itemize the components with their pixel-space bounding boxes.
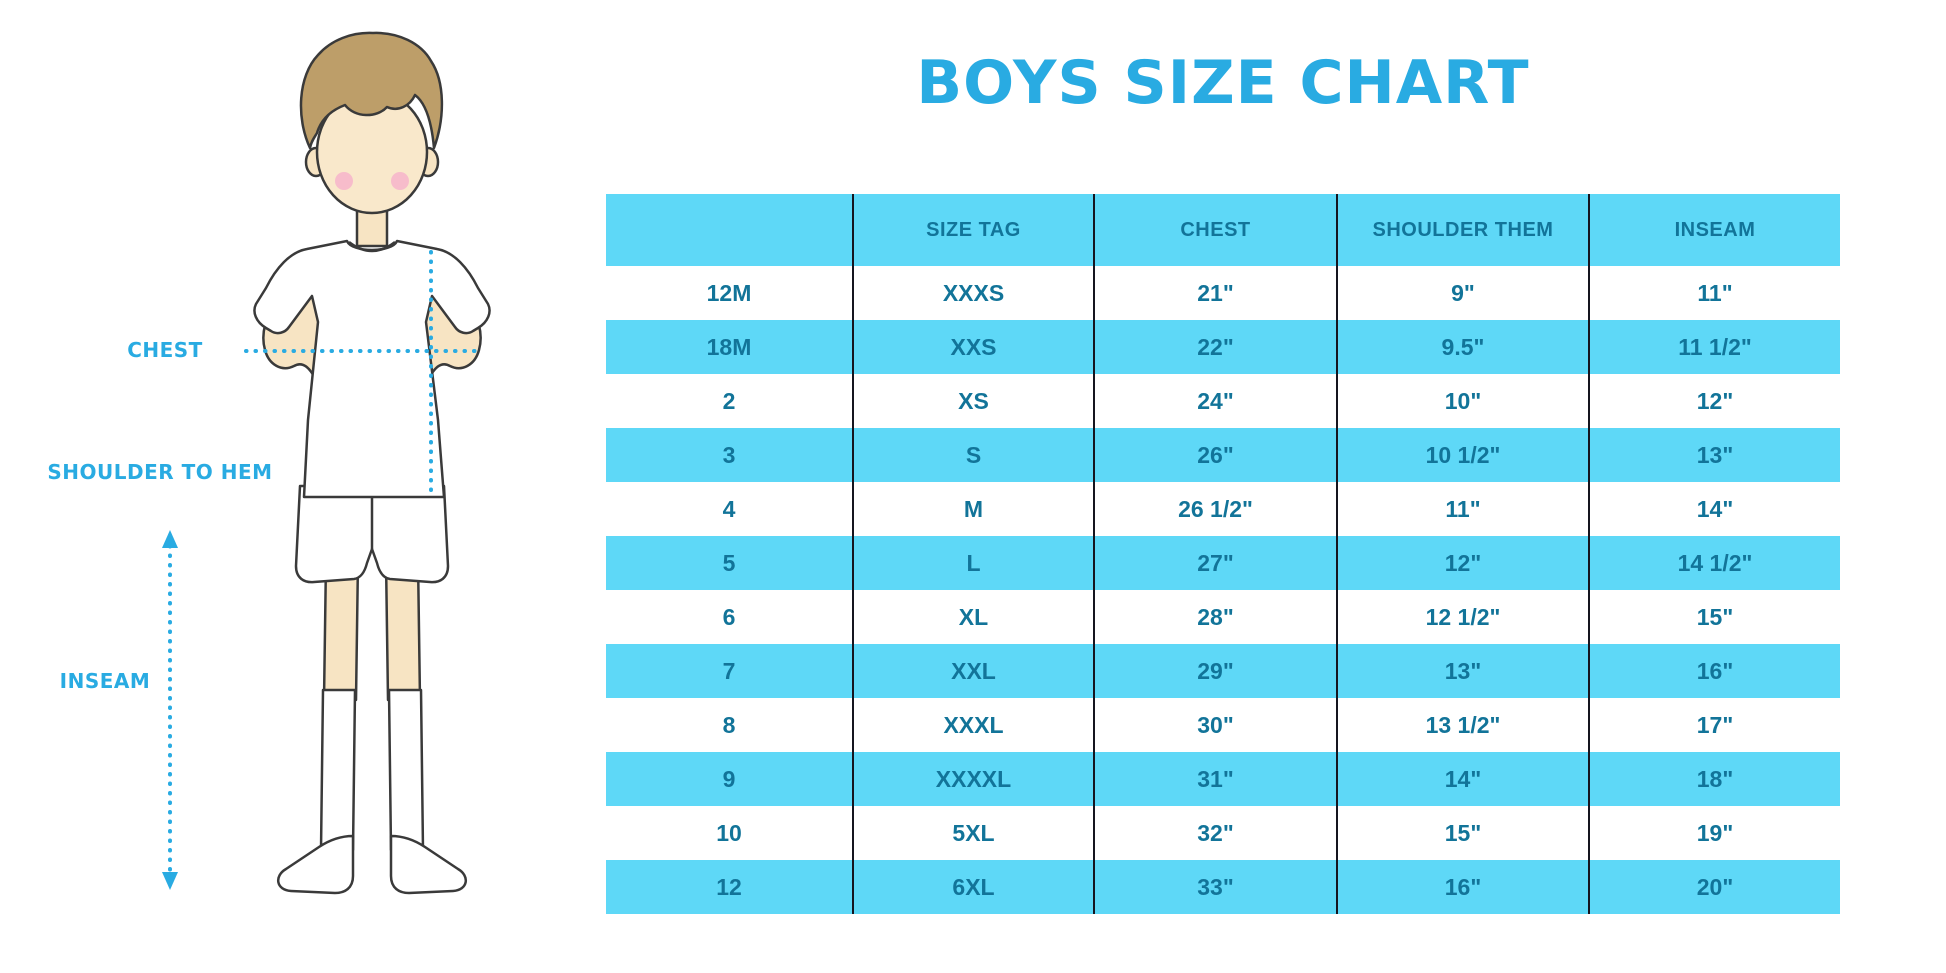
table-cell: 29" (1093, 644, 1336, 698)
table-cell: 28" (1093, 590, 1336, 644)
boy-left-blush (335, 172, 353, 190)
boy-left-sock (319, 688, 357, 852)
table-cell: 13" (1336, 644, 1588, 698)
table-cell: 2 (722, 387, 736, 414)
table-cell: 10 1/2" (1336, 428, 1588, 482)
table-row: 8 XXXL 30" 13 1/2" 17" (606, 698, 1840, 752)
table-cell: 22" (1093, 320, 1336, 374)
table-cell: 5 (722, 549, 736, 576)
measure-lines (162, 250, 482, 890)
table-cell: 16" (1336, 860, 1588, 914)
table-row: 7 XXL 29" 13" 16" (606, 644, 1840, 698)
boy-shirt-collar (348, 241, 396, 253)
table-cell: 21" (1093, 266, 1336, 320)
boy-hair (299, 31, 444, 150)
table-row: 6 XL 28" 12 1/2" 15" (606, 590, 1840, 644)
table-cell: 10 (716, 819, 742, 846)
table-cell: 6 (722, 603, 736, 630)
table-row: 2 XS 24" 10" 12" (606, 374, 1840, 428)
table-row: 12 6XL 33" 16" 20" (606, 860, 1840, 914)
table-cell: 8 (722, 711, 736, 738)
table-cell: 16" (1588, 644, 1840, 698)
boy-shirt (253, 239, 491, 499)
table-cell: XXXS (852, 266, 1093, 320)
table-cell: 19" (1588, 806, 1840, 860)
header-cell: SIZE TAG (852, 194, 1093, 266)
table-cell: 4 (722, 495, 736, 522)
table-cell: XXL (852, 644, 1093, 698)
table-cell: 32" (1093, 806, 1336, 860)
size-chart-table: SIZE TAG CHEST SHOULDER THEM INSEAM 12M XXXS 2… (606, 194, 1840, 914)
table-cell: 12 (716, 873, 742, 900)
table-cell: XL (852, 590, 1093, 644)
table-cell: 5XL (852, 806, 1093, 860)
table-cell: 26 1/2" (1093, 482, 1336, 536)
table-cell: XXS (852, 320, 1093, 374)
table-cell: 12" (1336, 536, 1588, 590)
table-header-row: SIZE TAG CHEST SHOULDER THEM INSEAM (606, 194, 1840, 266)
table-cell: 12M (706, 279, 752, 306)
table-row: 3 S 26" 10 1/2" 13" (606, 428, 1840, 482)
table-cell: 3 (722, 441, 736, 468)
table-cell: 14" (1336, 752, 1588, 806)
table-cell: 10" (1336, 374, 1588, 428)
boy-left-foot (277, 834, 355, 895)
table-cell: 26" (1093, 428, 1336, 482)
table-cell: 30" (1093, 698, 1336, 752)
table-cell: 6XL (852, 860, 1093, 914)
inseam-label: INSEAM (59, 669, 151, 693)
table-cell: 17" (1588, 698, 1840, 752)
table-cell: 18" (1588, 752, 1840, 806)
table-cell: 11 1/2" (1588, 320, 1840, 374)
table-cell: 27" (1093, 536, 1336, 590)
table-cell: 18M (706, 333, 752, 360)
table-cell: 15" (1336, 806, 1588, 860)
boy-right-sock (387, 688, 425, 852)
header-cell: INSEAM (1588, 194, 1840, 266)
table-row: 4 M 26 1/2" 11" 14" (606, 482, 1840, 536)
table-cell: 13 1/2" (1336, 698, 1588, 752)
table-cell: 15" (1588, 590, 1840, 644)
table-row: 12M XXXS 21" 9" 11" (606, 266, 1840, 320)
boy-right-blush (391, 172, 409, 190)
table-row: 10 5XL 32" 15" 19" (606, 806, 1840, 860)
table-row: 9 XXXXL 31" 14" 18" (606, 752, 1840, 806)
table-cell: XS (852, 374, 1093, 428)
table-cell: 13" (1588, 428, 1840, 482)
table-cell: 11" (1336, 482, 1588, 536)
table-cell: S (852, 428, 1093, 482)
table-cell: L (852, 536, 1093, 590)
header-cell: SHOULDER THEM (1336, 194, 1588, 266)
table-cell: 20" (1588, 860, 1840, 914)
table-cell: 14" (1588, 482, 1840, 536)
table-cell: M (852, 482, 1093, 536)
chest-label: CHEST (127, 338, 203, 362)
table-cell: 12 1/2" (1336, 590, 1588, 644)
table-row: 18M XXS 22" 9.5" 11 1/2" (606, 320, 1840, 374)
boy-right-foot (389, 834, 467, 895)
table-cell: 24" (1093, 374, 1336, 428)
table-cell: 11" (1588, 266, 1840, 320)
table-cell: 12" (1588, 374, 1840, 428)
table-cell: 14 1/2" (1588, 536, 1840, 590)
table-row: 5 L 27" 12" 14 1/2" (606, 536, 1840, 590)
table-cell: 33" (1093, 860, 1336, 914)
table-cell: 9" (1336, 266, 1588, 320)
table-cell: 7 (722, 657, 736, 684)
table-cell: XXXXL (852, 752, 1093, 806)
table-cell: XXXL (852, 698, 1093, 752)
inseam-arrow-down-icon (162, 872, 178, 890)
page-title: BOYS SIZE CHART (916, 48, 1530, 118)
header-cell (606, 194, 852, 266)
shoulder-to-hem-label: SHOULDER TO HEM (47, 460, 273, 484)
boy-figure-illustration (162, 31, 491, 895)
table-cell: 31" (1093, 752, 1336, 806)
table-cell: 9 (722, 765, 736, 792)
header-cell: CHEST (1093, 194, 1336, 266)
inseam-arrow-up-icon (162, 530, 178, 548)
table-cell: 9.5" (1336, 320, 1588, 374)
